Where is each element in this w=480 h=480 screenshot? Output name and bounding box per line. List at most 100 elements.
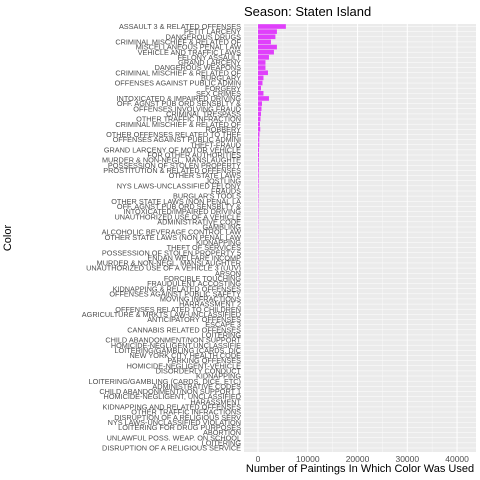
bar	[258, 173, 259, 178]
y-tick-label: AGRICULTURE & MRKTS LAW-UNCLASSIFIED	[82, 310, 241, 319]
bars	[258, 24, 286, 451]
y-tick-label: ADMINISTRATIVE CODE	[157, 217, 241, 226]
bar	[258, 162, 259, 168]
y-tick-label: MOVING INFRACTIONS	[160, 295, 241, 304]
y-tick-label: MURDER & NON-NEGL. MANSLAUGHTE	[102, 156, 241, 165]
y-tick-label: OTHER TRAFFIC INFRACTION	[136, 115, 241, 124]
bar	[258, 183, 259, 189]
y-tick-label: ARSON	[215, 269, 241, 278]
y-tick-label: FRAUDS	[211, 187, 241, 196]
bar	[258, 80, 263, 86]
y-tick-label: FORCIBLE TOUCHING	[164, 274, 241, 283]
bar	[258, 85, 261, 91]
y-tick-label: KIDNAPPING AND RELATED OFFENSES	[102, 402, 241, 411]
y-tick-label: NYS LAWS-UNCLASSIFIED VIOLATION	[108, 418, 241, 427]
bar	[258, 152, 259, 158]
bar	[258, 116, 261, 122]
y-tick-label: GRAND LARCENY	[178, 58, 241, 67]
y-tick-label: OFF. AGNST PUB ORD SENSBLTY &	[117, 202, 241, 211]
bar	[258, 55, 269, 60]
bar	[258, 121, 260, 127]
bar	[258, 39, 271, 45]
bar	[258, 91, 264, 96]
bar	[258, 188, 259, 194]
x-tick-label: 10000	[296, 454, 320, 464]
y-tick-label: CHILD ABANDONMENT/NON SUPPORT 1	[99, 387, 241, 396]
y-tick-label: THEFT-FRAUD	[190, 140, 241, 149]
bar	[258, 142, 260, 148]
y-tick-label: ROBBERY	[205, 125, 241, 134]
x-tick-label: 20000	[346, 454, 370, 464]
y-tick-label: CRIMINAL MISCHIEF & RELATED OF	[115, 38, 241, 47]
y-tick-label: OFFENSES AGAINST PUBLIC SAFETY	[109, 289, 241, 298]
bar	[258, 29, 277, 34]
y-tick-label: CRIMINAL MISCHIEF & RELATED OF	[115, 68, 241, 77]
bar	[258, 111, 261, 117]
x-tick-label: 40000	[445, 454, 469, 464]
y-tick-label: INTOXICATED & IMPAIRED DRIVING	[117, 94, 242, 103]
y-tick-label: NYS LAWS-UNCLASSIFIED FELONY	[117, 181, 241, 190]
bar	[258, 65, 266, 70]
bar	[258, 101, 262, 106]
grid-lines	[244, 24, 476, 452]
y-tick-label: MISCELLANEOUS PENAL LAW	[136, 43, 241, 52]
bar	[258, 24, 286, 29]
y-tick-label: GRAND LARCENY OF MOTOR VEHICLE	[104, 145, 241, 154]
bar	[258, 44, 277, 50]
y-tick-label: CANNABIS RELATED OFFENSES	[127, 325, 241, 334]
bar	[258, 70, 268, 76]
bar	[258, 168, 259, 173]
y-tick-label: LOITERING FOR DRUG PURPOSES	[118, 423, 241, 432]
y-tick-label: CRIMINAL TRESPASS	[166, 109, 241, 118]
y-tick-label: GAMBLING	[202, 223, 241, 232]
y-tick-label: ASSAULT 3 & RELATED OFFENSES	[119, 22, 241, 31]
bar	[258, 157, 259, 163]
y-tick-label: OTHER TRAFFIC INFRACTIONS	[131, 408, 241, 417]
y-tick-label: SEX CRIMES	[196, 89, 241, 98]
bar	[258, 49, 274, 55]
y-tick-label: FORGERY	[205, 84, 241, 93]
y-tick-label: BURGLARY	[201, 74, 241, 83]
y-tick-label: CHILD ABANDONMENT/NON SUPPORT	[105, 336, 241, 345]
y-tick-label: DISRUPTION OF A RELIGIOUS SERVICE	[102, 444, 241, 453]
chart-title: Season: Staten Island	[244, 4, 371, 19]
y-tick-label: OFFENSES AGAINST PUBLIC ADMIN	[115, 79, 241, 88]
y-tick-label: THEFT OF SERVICES	[167, 243, 241, 252]
bar	[258, 126, 261, 132]
y-tick-label: FOR OTHER AUTHORITIES	[147, 151, 241, 160]
y-tick-label: PROSTITUTION & RELATED OFFENSES	[103, 166, 241, 175]
y-tick-label: MURDER & NON-NEGL. MANSLAUGHTER	[97, 259, 241, 268]
y-tick-label: ADMINISTRATIVE CODES	[152, 382, 241, 391]
bar	[258, 34, 276, 40]
x-tick-labels: 0 10000 20000 30000 40000	[256, 454, 470, 464]
y-tick-label: DANGEROUS DRUGS	[166, 32, 242, 41]
y-tick-label: HOMICIDE-NEGLIGENT,UNCLASSIFIE	[111, 341, 241, 350]
y-tick-label: DANGEROUS WEAPONS	[155, 63, 241, 72]
y-tick-label: INTOXICATED/IMPAIRED DRIVING	[123, 207, 241, 216]
y-tick-label: OTHER STATE LAWS (NON PENAL LAW	[105, 233, 241, 242]
y-tick-label: LOITERING	[202, 438, 242, 447]
bar	[258, 137, 260, 142]
y-tick-label: JOSTLING	[205, 176, 241, 185]
y-tick-label: PARKING OFFENSES	[167, 356, 241, 365]
y-tick-label: VEHICLE AND TRAFFIC LAWS	[138, 48, 242, 57]
y-tick-label: LOITERING	[202, 331, 242, 340]
y-tick-label: OFF. AGNST PUB ORD SENSBLTY &	[117, 99, 241, 108]
y-tick-label: UNLAWFUL POSS. WEAP. ON SCHOOL	[107, 433, 241, 442]
y-tick-label: UNAUTHORIZED USE OF A VEHICLE 3 (UUV)	[86, 264, 241, 273]
y-tick-label: CRIMINAL MISCHIEF & RELATED OF	[115, 120, 241, 129]
y-axis-title: Color	[2, 225, 14, 252]
bar	[258, 147, 259, 153]
y-tick-label: DISORDERLY CONDUCT	[156, 366, 242, 375]
y-tick-label: ANTICIPATORY OFFENSES	[147, 315, 241, 324]
y-tick-label: OFFENSES RELATED TO CHILDREN	[115, 305, 241, 314]
y-tick-label: HARASSMENT	[190, 397, 241, 406]
y-tick-label: KIDNAPPING & RELATED OFFENSES	[113, 284, 242, 293]
bar	[258, 132, 260, 137]
y-tick-label: OFFENSES AGAINST PUBLIC ADMINI	[113, 135, 241, 144]
y-tick-label: HOMICIDE-NEGLIGENT-VEHICLE	[127, 361, 241, 370]
y-tick-label: NEW YORK CITY HEALTH CODE	[130, 351, 242, 360]
y-tick-label: ABORTION	[203, 428, 241, 437]
bar	[258, 60, 266, 65]
